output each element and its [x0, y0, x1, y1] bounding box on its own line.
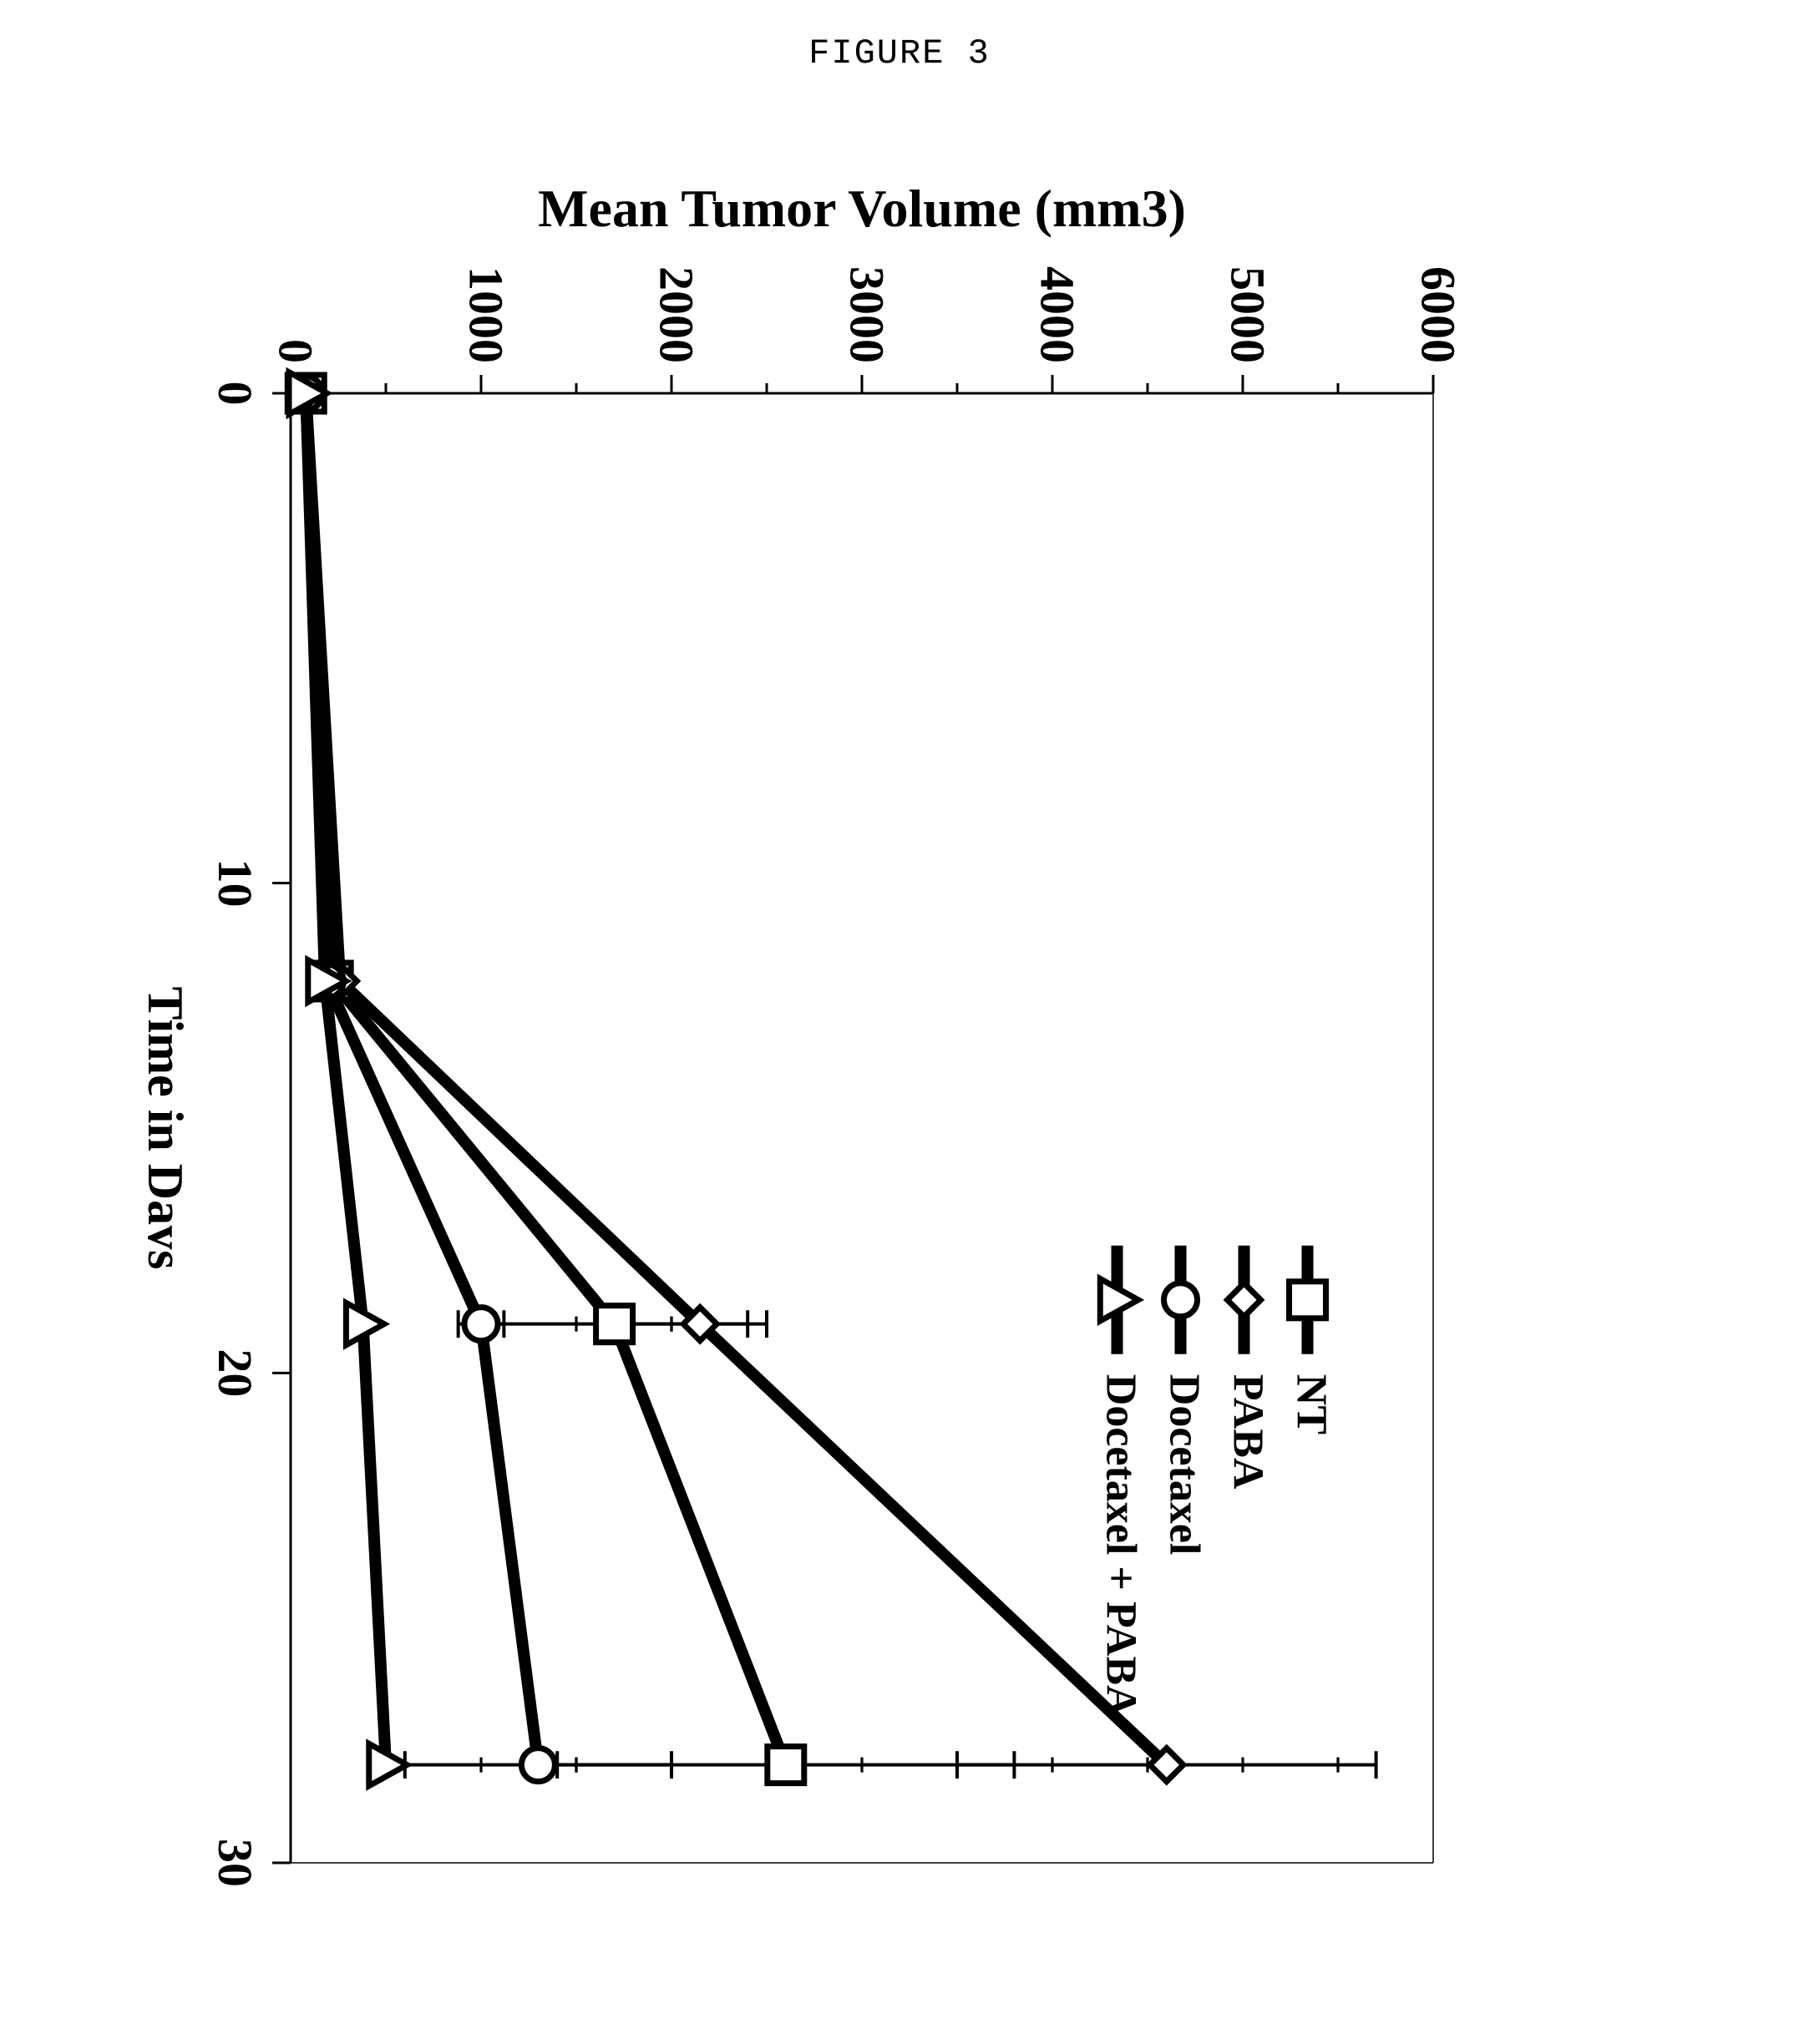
- tumor-volume-line-chart: 0 1000 2000 3000 4000 5000 6000 0 10 20 30 Time in …: [148, 109, 1651, 1945]
- legend: NT PABA Docetaxel Docetaxel + PABA: [1097, 1246, 1335, 1717]
- series-nt: [287, 375, 1014, 1783]
- legend-label-docetaxel_paba: Docetaxel + PABA: [1097, 1374, 1145, 1717]
- legend-label-paba: PABA: [1224, 1374, 1272, 1490]
- svg-text:Mean Tumor Volume (mm3): Mean Tumor Volume (mm3): [538, 179, 1186, 238]
- legend-row-nt: NT: [1288, 1246, 1335, 1434]
- svg-text:4000: 4000: [1031, 266, 1085, 363]
- svg-text:20: 20: [208, 1348, 262, 1397]
- series-paba: [289, 377, 1376, 1782]
- svg-text:Time in Days: Time in Days: [148, 987, 193, 1270]
- series-docetaxel_paba: [289, 372, 407, 1786]
- figure-caption: FIGURE 3: [0, 33, 1799, 73]
- svg-text:2000: 2000: [650, 266, 704, 363]
- svg-text:10: 10: [208, 859, 262, 908]
- svg-text:1000: 1000: [459, 266, 514, 363]
- legend-label-nt: NT: [1288, 1374, 1335, 1434]
- svg-text:30: 30: [208, 1839, 262, 1887]
- svg-text:3000: 3000: [840, 266, 894, 363]
- svg-text:0: 0: [269, 339, 323, 363]
- legend-row-paba: PABA: [1224, 1246, 1272, 1490]
- series-docetaxel: [289, 377, 671, 1782]
- legend-row-docetaxel: Docetaxel: [1161, 1246, 1209, 1556]
- svg-text:6000: 6000: [1411, 266, 1466, 363]
- chart-container: 0 1000 2000 3000 4000 5000 6000 0 10 20 30 Time in …: [148, 109, 1651, 1945]
- svg-text:5000: 5000: [1221, 266, 1275, 363]
- legend-label-docetaxel: Docetaxel: [1161, 1374, 1209, 1556]
- svg-text:0: 0: [208, 382, 262, 406]
- legend-row-docetaxel_paba: Docetaxel + PABA: [1097, 1246, 1145, 1717]
